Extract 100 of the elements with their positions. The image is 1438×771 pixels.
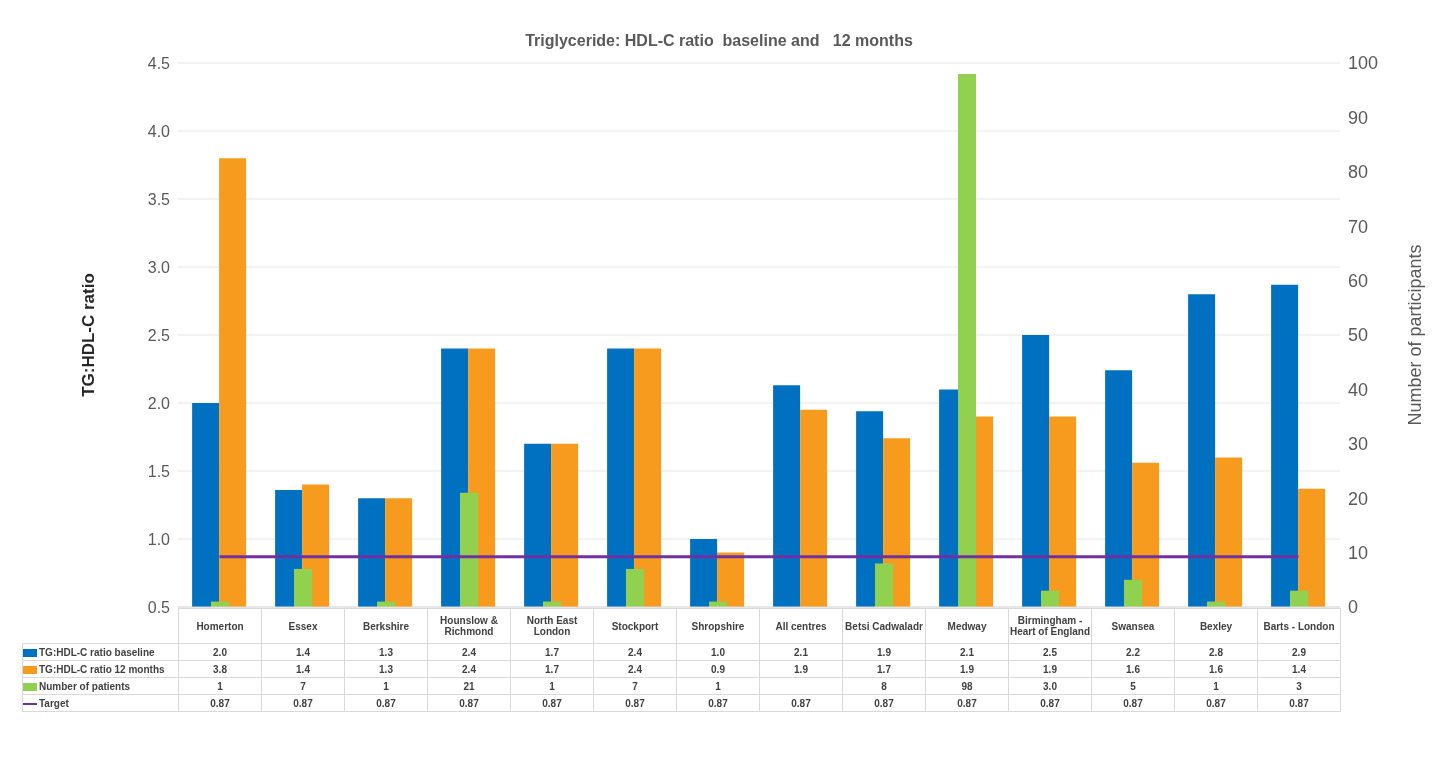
y-tick-label: 0.5	[147, 598, 171, 616]
data-label: 5	[1091, 677, 1175, 695]
data-label: 3.8	[178, 660, 262, 678]
data-label: 1.9	[1008, 660, 1092, 678]
data-label: 1.4	[261, 660, 345, 678]
x-tick-label: Essex	[261, 608, 345, 644]
data-label: 0.87	[593, 694, 677, 712]
x-tick-label: All centres	[759, 608, 843, 644]
y-tick-label: 1.0	[147, 530, 171, 548]
data-label: 1.9	[925, 660, 1009, 678]
data-label: 1	[510, 677, 594, 695]
data-label: 1.4	[261, 643, 345, 661]
x-tick-label: Medway	[925, 608, 1009, 644]
data-label: 1	[178, 677, 262, 695]
bar	[1124, 579, 1142, 607]
x-tick-label: Stockport	[593, 608, 677, 644]
data-label: 1.7	[842, 660, 926, 678]
data-label: 1.3	[344, 660, 428, 678]
data-label: 1.6	[1174, 660, 1258, 678]
data-label: 21	[427, 677, 511, 695]
y2-tick-label: 40	[1348, 379, 1369, 400]
data-label: 2.1	[925, 643, 1009, 661]
data-label: 0.87	[178, 694, 262, 712]
y2-tick-label: 50	[1348, 325, 1369, 346]
data-label: 3.0	[1008, 677, 1092, 695]
data-label: 3	[1257, 677, 1341, 695]
data-label: 7	[261, 677, 345, 695]
y-tick-label: 2.0	[147, 394, 171, 412]
data-label: 1.7	[510, 643, 594, 661]
data-label: 0.87	[1091, 694, 1175, 712]
x-tick-label: Bexley	[1174, 608, 1258, 644]
x-tick-label: Swansea	[1091, 608, 1175, 644]
data-label: 0.87	[344, 694, 428, 712]
bar	[626, 568, 644, 607]
data-label: 0.87	[1174, 694, 1258, 712]
data-label: 0.87	[676, 694, 760, 712]
data-label: 2.5	[1008, 643, 1092, 661]
data-label: 2.4	[593, 643, 677, 661]
x-tick-label: Homerton	[178, 608, 262, 644]
y2-tick-label: 30	[1348, 434, 1369, 455]
data-label: 0.87	[1257, 694, 1341, 712]
bar	[1041, 590, 1059, 607]
data-label: 1.9	[759, 660, 843, 678]
data-label: 1.3	[344, 643, 428, 661]
data-label: 2.1	[759, 643, 843, 661]
data-label: 1.7	[510, 660, 594, 678]
y-tick-label: 3.0	[147, 258, 171, 276]
data-label: 0.87	[261, 694, 345, 712]
data-label: 2.0	[178, 643, 262, 661]
y-axis-title: TG:HDL-C ratio	[79, 273, 99, 397]
legend-label: Number of patients	[22, 677, 179, 695]
data-label: 98	[925, 677, 1009, 695]
x-tick-label: Hounslow & Richmond	[427, 608, 511, 644]
y2-tick-label: 100	[1348, 53, 1379, 74]
data-label: 2.2	[1091, 643, 1175, 661]
data-label: 2.9	[1257, 643, 1341, 661]
y-tick-label: 1.5	[147, 462, 171, 480]
data-label: 2.8	[1174, 643, 1258, 661]
legend-label: Target	[22, 694, 179, 712]
data-label: 1.6	[1091, 660, 1175, 678]
y2-tick-label: 20	[1348, 488, 1369, 509]
y-tick-label: 3.5	[147, 190, 171, 208]
data-label: 0.87	[925, 694, 1009, 712]
data-label: 0.87	[1008, 694, 1092, 712]
x-tick-label: Berkshire	[344, 608, 428, 644]
data-label: 1.0	[676, 643, 760, 661]
x-tick-label: Shropshire	[676, 608, 760, 644]
data-label: 2.4	[427, 660, 511, 678]
x-tick-label: Betsi Cadwaladr	[842, 608, 926, 644]
data-label: 0.9	[676, 660, 760, 678]
y-tick-label: 2.5	[147, 326, 171, 344]
data-label: 1	[1174, 677, 1258, 695]
y2-tick-label: 80	[1348, 162, 1369, 183]
data-label: 0.87	[427, 694, 511, 712]
legend-label: TG:HDL-C ratio baseline	[22, 643, 179, 661]
data-label: 1.9	[842, 643, 926, 661]
y2-tick-label: 0	[1348, 597, 1359, 618]
y2-tick-label: 90	[1348, 107, 1369, 128]
data-label: 0.87	[842, 694, 926, 712]
data-label: 7	[593, 677, 677, 695]
data-label: 8	[842, 677, 926, 695]
data-label: 1	[676, 677, 760, 695]
data-label: 1	[344, 677, 428, 695]
bar	[875, 563, 893, 607]
data-label: 0.87	[510, 694, 594, 712]
data-label: 2.4	[593, 660, 677, 678]
y2-tick-label: 60	[1348, 270, 1369, 291]
y-tick-label: 4.0	[147, 122, 171, 140]
y-tick-label: 4.5	[147, 54, 171, 72]
y2-tick-label: 70	[1348, 216, 1369, 237]
data-label: 2.4	[427, 643, 511, 661]
legend-label: TG:HDL-C ratio 12 months	[22, 660, 179, 678]
bar	[1290, 590, 1308, 607]
x-tick-label: Birmingham - Heart of England	[1008, 608, 1092, 644]
data-label: 1.4	[1257, 660, 1341, 678]
y2-tick-label: 10	[1348, 542, 1369, 563]
data-label: 0.87	[759, 694, 843, 712]
x-tick-label: North East London	[510, 608, 594, 644]
bar	[958, 73, 976, 607]
y2-axis-title: Number of participants	[1405, 244, 1426, 426]
